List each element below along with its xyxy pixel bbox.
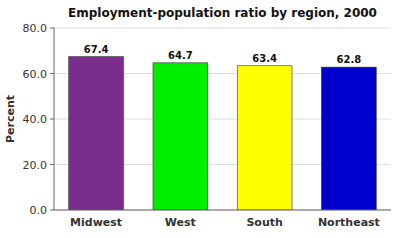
y-axis-label: Percent bbox=[4, 95, 17, 143]
x-tick-label: West bbox=[165, 216, 196, 229]
y-tick-label: 40.0 bbox=[23, 113, 48, 126]
y-axis-line bbox=[54, 28, 55, 210]
bar bbox=[237, 66, 292, 210]
bar bbox=[69, 57, 124, 210]
bars bbox=[69, 57, 377, 210]
data-label: 67.4 bbox=[84, 44, 109, 55]
x-axis-line bbox=[54, 210, 391, 211]
grid-line bbox=[54, 210, 391, 211]
data-label: 62.8 bbox=[337, 54, 362, 65]
data-label: 64.7 bbox=[168, 50, 193, 61]
grid bbox=[50, 28, 391, 210]
y-tick-label: 0.0 bbox=[30, 204, 48, 217]
title: Employment-population ratio by region, 2… bbox=[68, 6, 377, 20]
bar bbox=[321, 67, 376, 210]
bar bbox=[153, 63, 208, 210]
y-tick bbox=[50, 73, 54, 74]
y-tick-label: 20.0 bbox=[23, 159, 48, 172]
grid-line bbox=[54, 28, 391, 29]
y-tick bbox=[50, 28, 54, 29]
data-label: 63.4 bbox=[252, 53, 277, 64]
x-tick-label: South bbox=[246, 216, 282, 229]
x-tick-label: Northeast bbox=[318, 216, 380, 229]
x-tick-label: Midwest bbox=[70, 216, 122, 229]
chart-container: 0.0 20.0 40.0 60.0 80.0 67.4 64.7 63.4 62.8 Midwe… bbox=[0, 0, 401, 238]
y-tick bbox=[50, 210, 54, 211]
y-tick-label: 60.0 bbox=[23, 68, 48, 81]
chart: 0.0 20.0 40.0 60.0 80.0 67.4 64.7 63.4 62.8 Midwe… bbox=[0, 0, 401, 238]
y-tick bbox=[50, 164, 54, 165]
y-tick bbox=[50, 119, 54, 120]
y-tick-label: 80.0 bbox=[23, 22, 48, 35]
